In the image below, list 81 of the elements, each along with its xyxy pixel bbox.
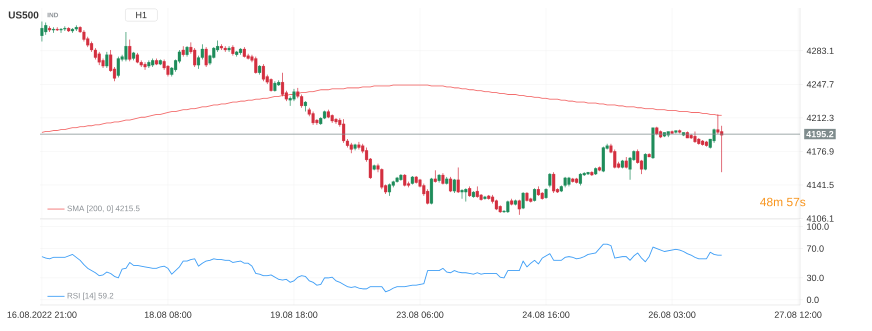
y-tick-label: 100.0 (807, 223, 829, 230)
y-tick-label: 4141.5 (806, 182, 834, 188)
candlestick (124, 32, 128, 62)
candlestick (59, 28, 63, 34)
candlestick (304, 100, 307, 112)
candlestick (552, 172, 556, 194)
candlestick (460, 188, 464, 200)
candlestick (136, 52, 139, 64)
x-tick-label: 27.08 12:00 (774, 312, 822, 318)
x-tick-label: 18.08 08:00 (144, 312, 192, 318)
candlestick (464, 188, 468, 202)
x-tick-label: 19.08 18:00 (270, 312, 318, 318)
candlestick (403, 174, 406, 187)
candlestick (522, 192, 525, 210)
y-tick-label: 4283.1 (806, 48, 834, 54)
candlestick (40, 21, 44, 42)
candlestick (82, 30, 86, 42)
candlestick (273, 80, 276, 92)
candlestick (231, 44, 234, 56)
candlestick (262, 64, 265, 82)
candlestick (342, 118, 346, 144)
candlestick (476, 186, 479, 198)
candlestick (388, 183, 392, 196)
candlestick (105, 52, 108, 68)
x-tick-label: 23.08 06:00 (396, 312, 444, 318)
y-tick-label: 0.0 (806, 296, 819, 304)
y-tick-label: 70.0 (806, 245, 824, 252)
y-tick-label: 4212.3 (806, 114, 834, 122)
ref-line-label: 4195.2 (806, 130, 834, 138)
candlestick (204, 46, 208, 68)
candlestick (644, 152, 647, 171)
candlestick (578, 172, 582, 186)
candlestick (536, 186, 540, 196)
candlestick (270, 78, 273, 92)
candlestick (494, 199, 498, 210)
candlestick (693, 131, 697, 144)
candlestick (426, 188, 430, 205)
candlestick (716, 114, 720, 135)
candlestick (602, 146, 605, 173)
candlestick (720, 125, 724, 173)
candlestick (434, 170, 437, 183)
candlestick (300, 94, 304, 108)
candlestick (468, 186, 472, 198)
annotation: 48m 57s (760, 198, 806, 206)
candlestick (567, 176, 570, 187)
candlestick (254, 56, 258, 74)
candlestick (258, 64, 262, 75)
candlestick (128, 39, 132, 62)
y-tick-label: 4176.9 (806, 148, 834, 155)
candlestick (193, 48, 196, 68)
candlestick (624, 156, 628, 169)
legend-label: RSI [14] 59.2 (68, 292, 114, 300)
candlestick (292, 88, 296, 102)
candlestick (564, 176, 567, 188)
y-tick-label: 30.0 (806, 274, 824, 282)
candlestick (525, 192, 528, 202)
y-tick-label: 4247.7 (806, 81, 834, 88)
candlestick (506, 200, 510, 214)
candlestick (116, 56, 120, 78)
candlestick (533, 188, 536, 202)
annotation: H1 (136, 12, 147, 18)
x-tick-label: 26.08 03:00 (648, 312, 696, 318)
candlestick (452, 178, 456, 194)
candlestick (449, 176, 452, 192)
candlestick (544, 188, 548, 200)
candlestick (350, 142, 353, 154)
candlestick (518, 199, 521, 216)
chart-title: US500 (8, 11, 38, 19)
candlestick (242, 46, 246, 58)
candlestick (98, 52, 101, 66)
legend-label: SMA [200, 0] 4215.5 (67, 205, 140, 213)
x-tick-label: 16.08.2022 21:00 (8, 312, 77, 318)
candlestick (182, 46, 185, 57)
candlestick (456, 167, 460, 194)
candlestick (312, 111, 315, 126)
y-tick-label: 4106.1 (806, 215, 834, 222)
candlestick (280, 72, 284, 97)
candlestick (441, 172, 444, 185)
x-tick-label: 24.08 16:00 (522, 312, 570, 318)
candlestick (548, 172, 552, 188)
candlestick (186, 46, 189, 57)
